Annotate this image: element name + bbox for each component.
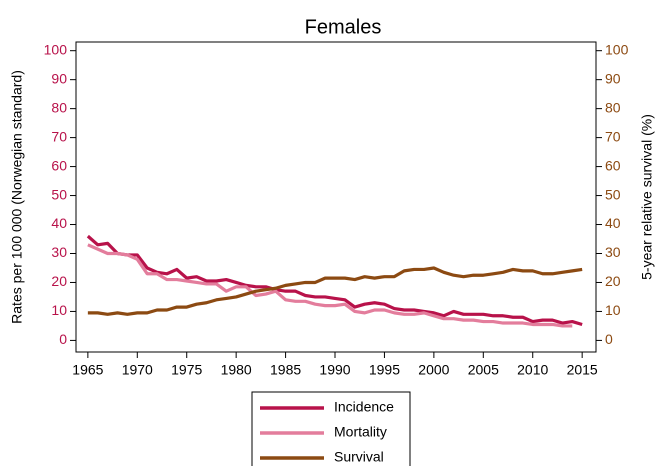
y2-tick-label: 80	[605, 99, 621, 115]
y-tick-label: 70	[51, 128, 67, 144]
series-line	[86, 234, 583, 327]
x-tick-label: 2000	[418, 362, 449, 378]
series-line	[87, 266, 583, 316]
x-tick-label: 1985	[270, 362, 301, 378]
y2-tick-label: 10	[605, 302, 621, 318]
legend-label: Survival	[334, 449, 384, 465]
y2-axis-label: 5-year relative survival (%)	[639, 114, 655, 280]
y2-tick-label: 0	[605, 331, 613, 347]
y-tick-label: 40	[51, 215, 67, 231]
legend-label: Incidence	[334, 399, 394, 415]
y2-tick-label: 40	[605, 215, 621, 231]
y2-tick-label: 70	[605, 128, 621, 144]
y-tick-label: 80	[51, 99, 67, 115]
y2-tick-label: 50	[605, 186, 621, 202]
x-tick-label: 2015	[567, 362, 598, 378]
x-tick-label: 1995	[369, 362, 400, 378]
plot-frame	[75, 41, 597, 353]
y-tick-label: 0	[59, 331, 67, 347]
x-tick-label: 2005	[468, 362, 499, 378]
legend-label: Mortality	[334, 424, 387, 440]
y2-tick-label: 60	[605, 157, 621, 173]
legend-box	[251, 391, 411, 466]
y2-tick-label: 30	[605, 244, 621, 260]
y-tick-label: 50	[51, 186, 67, 202]
chart-title: Females	[305, 16, 382, 38]
series-line	[87, 243, 573, 328]
x-tick-label: 1975	[171, 362, 202, 378]
y2-tick-label: 90	[605, 70, 621, 86]
y-tick-label: 10	[51, 302, 67, 318]
y-tick-label: 60	[51, 157, 67, 173]
x-tick-label: 1965	[72, 362, 103, 378]
y2-tick-label: 20	[605, 273, 621, 289]
x-tick-label: 1970	[122, 362, 153, 378]
y-tick-label: 90	[51, 70, 67, 86]
y2-tick-label: 100	[605, 41, 629, 57]
x-tick-label: 1980	[221, 362, 252, 378]
x-tick-label: 2010	[517, 362, 548, 378]
y-tick-label: 20	[51, 273, 67, 289]
y-tick-label: 100	[44, 41, 68, 57]
x-tick-label: 1990	[319, 362, 350, 378]
y-axis-label: Rates per 100 000 (Norwegian standard)	[9, 70, 25, 324]
y-tick-label: 30	[51, 244, 67, 260]
